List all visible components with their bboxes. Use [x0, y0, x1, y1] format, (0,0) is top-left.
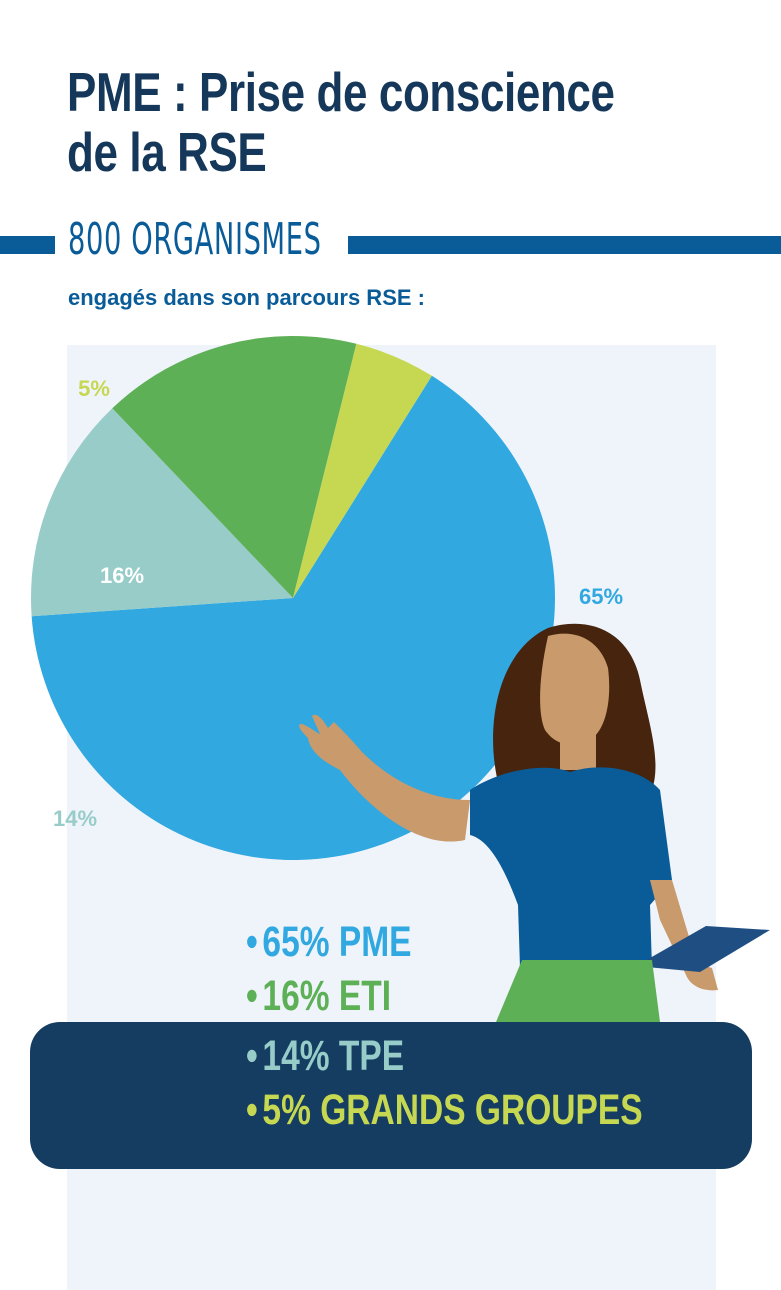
legend-box	[30, 1022, 752, 1169]
legend-item-tpe: • 14% TPE	[246, 1032, 404, 1080]
pie-slice-pme	[31, 375, 556, 860]
pie-slice-eti	[112, 335, 357, 598]
pie-label-eti: 16%	[100, 563, 144, 588]
organisms-sub-label: engagés dans son parcours RSE :	[68, 285, 425, 310]
legend-text: 16% ETI	[262, 972, 392, 1020]
legend-item-grands-groupes: • 5% GRANDS GROUPES	[246, 1086, 643, 1134]
legend-bullet: •	[246, 918, 258, 966]
legend-text: 65% PME	[262, 918, 412, 966]
pie-slice-grands-groupes	[293, 343, 432, 598]
legend-item-pme: • 65% PME	[246, 918, 412, 966]
legend-bullet: •	[246, 1086, 258, 1134]
title-line-2: de la RSE	[67, 121, 267, 183]
header-rule-right	[348, 236, 781, 254]
pie-label-pme: 65%	[579, 584, 623, 609]
legend-item-eti: • 16% ETI	[246, 972, 391, 1020]
legend-bullet: •	[246, 972, 258, 1020]
pie-labels: 65% 14% 16% 5%	[53, 376, 623, 831]
pie-label-tpe: 14%	[53, 806, 97, 831]
legend-text: 14% TPE	[262, 1032, 405, 1080]
presenter-illustration-icon	[299, 623, 770, 1022]
page-title: PME : Prise de conscience de la RSE	[67, 61, 615, 183]
pie-slices	[31, 335, 556, 860]
organisms-count-label: 800 ORGANISMES	[68, 214, 322, 265]
title-line-1: PME : Prise de conscience	[67, 61, 615, 123]
legend-text: 5% GRANDS GROUPES	[262, 1086, 643, 1134]
header-rule-left	[0, 236, 55, 254]
pie-label-grands-groupes: 5%	[78, 376, 110, 401]
legend-bullet: •	[246, 1032, 258, 1080]
pie-slice-tpe	[31, 408, 293, 617]
